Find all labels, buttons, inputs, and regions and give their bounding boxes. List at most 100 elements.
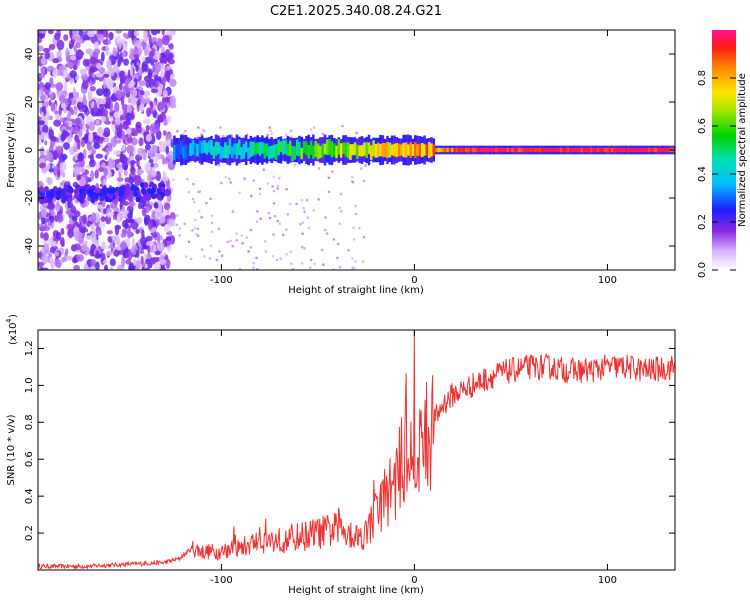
spectrogram-cell bbox=[277, 176, 281, 180]
spectrogram-cell bbox=[624, 147, 628, 153]
spectrogram-cell bbox=[104, 264, 109, 270]
spectrogram-cell bbox=[210, 230, 214, 234]
spectrogram-cell bbox=[365, 141, 368, 159]
spectrogram-cell bbox=[128, 201, 136, 207]
spectrogram-cell bbox=[352, 267, 356, 270]
spectrogram-cell bbox=[165, 176, 169, 182]
spectrogram-cell bbox=[98, 167, 105, 173]
spectrogram-cell bbox=[67, 196, 73, 203]
snr-ticks: -100 0 100 0.2 0.4 0.6 0.8 1.0 1.2 bbox=[24, 330, 675, 586]
spectrogram-cell bbox=[54, 251, 59, 257]
snr-xtick-label: -100 bbox=[210, 575, 233, 586]
spectrogram-cell bbox=[58, 105, 62, 116]
spectrogram-cell bbox=[636, 147, 639, 153]
spectrogram-cell bbox=[133, 191, 139, 198]
spectrogram-cell bbox=[203, 140, 206, 153]
spectrogram-cell bbox=[478, 147, 482, 153]
spectrogram-cell bbox=[151, 144, 158, 154]
spectrogram-cell bbox=[118, 70, 126, 78]
spectrogram-cell bbox=[271, 185, 274, 188]
spectrogram-cell bbox=[61, 197, 67, 204]
spectrogram-cell bbox=[66, 223, 75, 231]
spectrogram-cell bbox=[158, 143, 163, 154]
spectrogram-cell bbox=[135, 196, 141, 203]
spectrogram-cell bbox=[322, 263, 325, 266]
spectrogram-cell bbox=[271, 254, 275, 258]
spectrogram-cell bbox=[356, 144, 359, 159]
spectrogram-cell bbox=[210, 139, 213, 155]
colorbar-tick-label: 0.6 bbox=[697, 118, 708, 134]
spectrogram-cell bbox=[38, 261, 45, 267]
spectrogram-cell bbox=[108, 31, 114, 41]
spectrogram-cell bbox=[122, 49, 126, 58]
spectrogram-cell bbox=[146, 240, 155, 247]
spectrogram-cell bbox=[341, 124, 344, 128]
spectrogram-cell bbox=[38, 45, 44, 52]
spectrogram-cell bbox=[610, 147, 614, 153]
spectrogram-cell bbox=[323, 143, 327, 155]
spectrogram-cell bbox=[74, 107, 78, 116]
spectrogram-cell bbox=[135, 249, 140, 258]
spectrogram-xtick-label: -100 bbox=[210, 275, 233, 286]
spectrogram-cell bbox=[66, 111, 72, 121]
spectrogram-cell bbox=[259, 217, 262, 221]
spectrogram-cell bbox=[578, 147, 581, 153]
spectrogram-ytick-label: 40 bbox=[24, 48, 35, 61]
spectrogram-cell bbox=[506, 147, 510, 153]
spectrogram-cell bbox=[184, 255, 188, 258]
spectrogram-cell bbox=[268, 216, 272, 220]
spectrogram-cell bbox=[338, 222, 341, 225]
spectrogram-cell bbox=[55, 189, 61, 196]
spectrogram-cell bbox=[566, 147, 570, 153]
spectrogram-cell bbox=[118, 122, 123, 133]
spectrogram-cell bbox=[136, 168, 145, 175]
spectrogram-cell bbox=[96, 108, 103, 117]
spectrogram-cell bbox=[63, 187, 69, 194]
spectrogram-cell bbox=[266, 133, 269, 137]
spectrogram-cell bbox=[156, 194, 162, 201]
spectrogram-cell bbox=[268, 126, 272, 129]
spectrogram-cell bbox=[276, 219, 279, 223]
spectrogram-cell bbox=[123, 58, 130, 66]
spectrogram-cell bbox=[481, 147, 484, 153]
spectrogram-cell bbox=[107, 158, 115, 169]
snr-ytick-label: 0.8 bbox=[24, 414, 35, 430]
spectrogram-cell bbox=[647, 147, 651, 153]
spectrogram-cell bbox=[381, 142, 385, 158]
spectrogram-cell bbox=[125, 186, 131, 193]
spectrogram-cell bbox=[302, 141, 306, 154]
spectrogram-cell bbox=[217, 227, 221, 231]
spectrogram-cell bbox=[124, 177, 129, 183]
spectrogram-cell bbox=[130, 219, 139, 230]
spectrogram-cell bbox=[255, 220, 259, 223]
spectrogram-cell bbox=[555, 147, 558, 153]
spectrogram-cell bbox=[70, 205, 77, 214]
spectrogram-cell bbox=[148, 173, 152, 183]
snr-xlabel: Height of straight line (km) bbox=[288, 585, 424, 596]
spectrogram-cell bbox=[541, 147, 544, 153]
spectrogram-cell bbox=[143, 252, 147, 261]
spectrogram-ticks: -100 0 100 -40 -20 0 20 40 bbox=[24, 30, 675, 286]
spectrogram-cell bbox=[68, 48, 73, 54]
spectrogram-cell bbox=[105, 146, 113, 152]
spectrogram-cell bbox=[152, 41, 157, 46]
spectrogram-cell bbox=[90, 170, 95, 181]
spectrogram-cell bbox=[476, 147, 480, 153]
spectrogram-cell bbox=[154, 74, 159, 81]
colorbar-tick-label: 0.2 bbox=[697, 214, 708, 230]
spectrogram-cell bbox=[307, 144, 310, 159]
spectrogram-cell bbox=[38, 37, 43, 44]
spectrogram-cell bbox=[354, 260, 357, 263]
spectrogram-cell bbox=[54, 258, 62, 268]
spectrogram-cell bbox=[522, 147, 526, 153]
spectrogram-cell bbox=[316, 143, 320, 160]
spectrogram-cell bbox=[145, 133, 152, 142]
spectrogram-cell bbox=[143, 75, 152, 82]
spectrogram-cell bbox=[100, 244, 106, 250]
spectrogram-cell bbox=[118, 132, 122, 140]
spectrogram-cell bbox=[358, 226, 361, 230]
spectrogram-cell bbox=[107, 188, 113, 195]
spectrogram-cell bbox=[56, 213, 64, 223]
spectrogram-cell bbox=[272, 144, 276, 158]
spectrogram-cell bbox=[140, 236, 147, 246]
